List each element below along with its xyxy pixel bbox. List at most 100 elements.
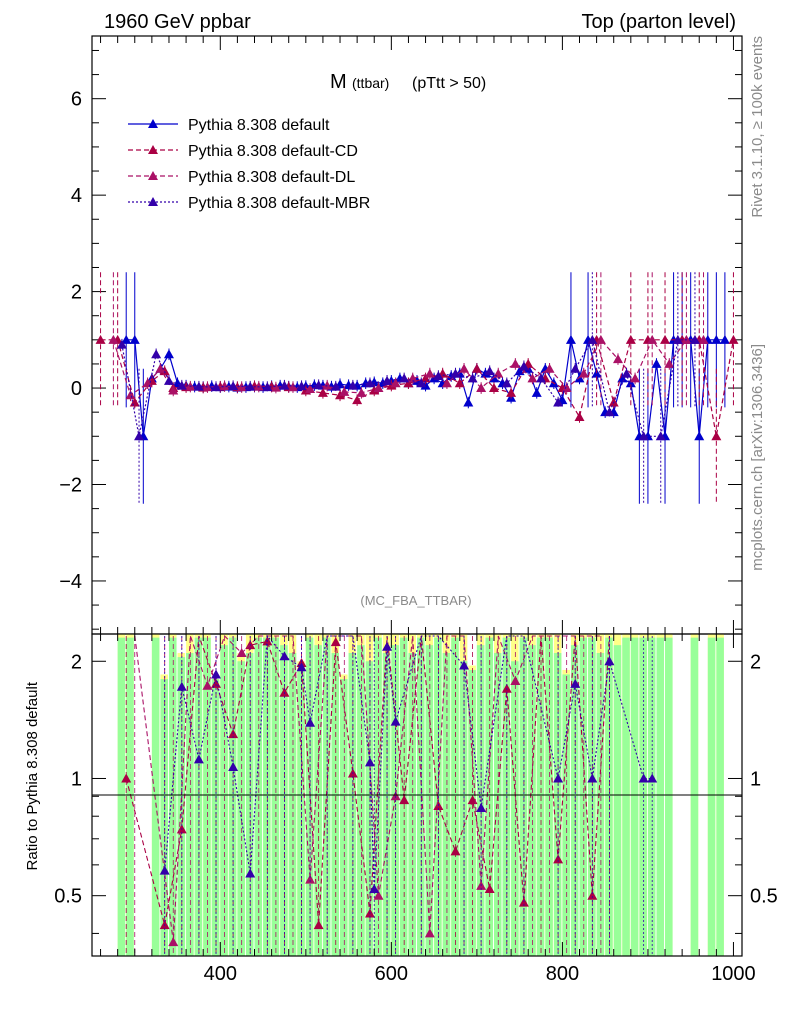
ratio-ytick-label-right: 0.5 — [750, 886, 778, 908]
data-point — [121, 334, 132, 344]
data-point — [463, 397, 474, 407]
band-green — [331, 653, 340, 956]
data-point — [446, 370, 457, 380]
band-green — [168, 637, 177, 956]
band-green — [690, 637, 699, 956]
ratio-data-point — [390, 791, 401, 801]
data-point — [382, 375, 393, 385]
band-green — [596, 653, 605, 956]
ratio-data-point — [638, 773, 649, 783]
data-point — [630, 373, 641, 383]
data-point — [129, 334, 140, 344]
mcplots-label: mcplots.cern.ch [arXiv:1306.3436] — [749, 344, 766, 571]
band-green — [502, 637, 511, 956]
ratio-data-point — [330, 637, 341, 647]
data-point — [625, 378, 636, 388]
ratio-data-point — [553, 854, 564, 864]
band-green — [297, 669, 305, 956]
ratio-data-point — [228, 762, 239, 772]
ratio-frame — [91, 633, 743, 957]
data-point — [433, 370, 444, 380]
data-point — [510, 358, 521, 368]
band-green — [280, 645, 288, 956]
band-green — [570, 645, 579, 956]
ratio-xtick-label: 400 — [204, 963, 237, 985]
plot-title-sub: (ttbar) — [352, 75, 389, 91]
band-green — [562, 674, 570, 956]
ratio-data-point — [168, 937, 179, 947]
ratio-data-point — [296, 662, 307, 672]
data-point — [450, 368, 461, 378]
band-green — [425, 645, 434, 956]
ratio-data-point — [313, 920, 324, 930]
band-green — [579, 637, 588, 956]
band-green — [237, 661, 245, 956]
data-point — [625, 334, 636, 344]
ratio-ytick-label: 2 — [71, 651, 82, 673]
ratio-data-point — [159, 865, 170, 875]
band-green — [622, 637, 630, 956]
band-green — [254, 637, 263, 956]
ratio-data-point — [176, 681, 187, 691]
data-point — [536, 373, 547, 383]
data-point — [565, 334, 576, 344]
data-point — [317, 387, 328, 397]
rivet-label: Rivet 3.1.10, ≥ 100k events — [749, 36, 766, 218]
legend-marker — [148, 119, 158, 128]
data-point — [305, 384, 316, 394]
band-green — [357, 645, 365, 956]
ratio-data-point — [484, 884, 495, 894]
data-point — [313, 380, 324, 390]
data-point — [125, 390, 136, 400]
main-ytick-label: 4 — [71, 185, 82, 207]
ratio-ytick-label-right: 2 — [750, 651, 761, 673]
data-point — [501, 378, 512, 388]
main-series-2 — [108, 272, 709, 408]
ratio-series-layer — [121, 634, 658, 954]
band-green — [630, 637, 639, 956]
band-green — [647, 637, 656, 956]
data-point — [587, 334, 598, 344]
band-green — [117, 637, 126, 956]
band-green — [365, 661, 374, 956]
ratio-ytick-label: 0.5 — [54, 886, 82, 908]
band-green — [186, 653, 194, 956]
data-point — [647, 334, 658, 344]
band-green — [485, 637, 493, 956]
data-point — [193, 381, 204, 391]
band-green — [656, 637, 665, 956]
legend-marker — [148, 171, 158, 180]
data-point — [330, 381, 341, 391]
data-point — [108, 334, 119, 344]
data-point — [356, 387, 367, 397]
ratio-data-point — [202, 680, 213, 690]
data-point — [531, 387, 542, 397]
band-green — [639, 637, 647, 956]
band-green — [245, 653, 254, 956]
ratio-data-point — [450, 846, 461, 856]
data-point — [467, 373, 478, 383]
data-point — [476, 383, 487, 393]
ratio-ylabel: Ratio to Pythia 8.308 default — [24, 681, 41, 870]
data-point — [163, 349, 174, 359]
ratio-panel: 0.5 0.5 1 1 2 2 400 600 800 1000 Ratio to Pythia … — [24, 633, 778, 985]
band-green — [322, 637, 331, 956]
data-point — [245, 381, 256, 391]
ratio-data-point — [459, 660, 470, 670]
ratio-data-point — [382, 641, 393, 651]
ratio-series-1 — [134, 634, 602, 954]
legend-label: Pythia 8.308 default — [188, 117, 330, 134]
data-point — [287, 382, 298, 392]
legend-marker — [148, 145, 158, 154]
band-green — [605, 637, 613, 956]
ratio-xtick-label: 1000 — [711, 963, 756, 985]
band-green — [468, 669, 476, 956]
data-point — [339, 386, 350, 396]
main-ytick-label: 0 — [71, 378, 82, 400]
data-point — [296, 381, 307, 391]
data-point — [672, 334, 683, 344]
main-ytick-label: 6 — [71, 89, 82, 111]
band-green — [374, 637, 382, 956]
data-point — [364, 378, 375, 388]
band-green — [126, 637, 134, 956]
